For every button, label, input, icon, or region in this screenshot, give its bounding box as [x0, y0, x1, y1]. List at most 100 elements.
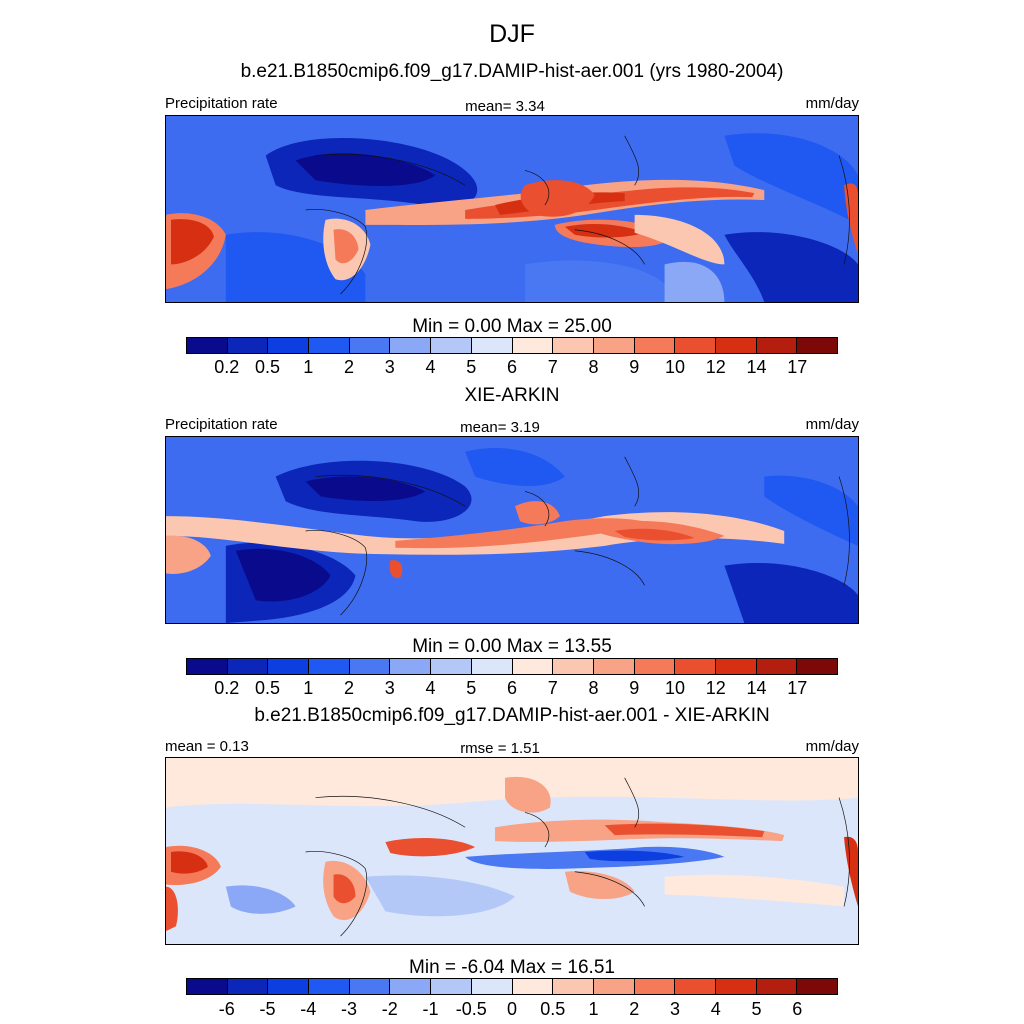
colorbar-tick-label: 1: [588, 999, 599, 1019]
colorbar-swatch: [756, 979, 798, 994]
colorbar-tick-label: 9: [629, 678, 640, 698]
colorbar-swatch: [349, 979, 391, 994]
panel-3-map: [165, 757, 859, 945]
colorbar-tick-label: 10: [664, 357, 686, 377]
colorbar-swatch: [756, 659, 798, 674]
colorbar-tick-label: 1: [303, 357, 314, 377]
colorbar-tick-label: 2: [343, 357, 355, 377]
colorbar-swatch: [715, 659, 757, 674]
colorbar-swatch: [593, 659, 635, 674]
colorbar-tick-label: 17: [787, 357, 808, 377]
colorbar-tick-label: 4: [710, 999, 721, 1019]
colorbar-tick-label: -6: [218, 999, 235, 1019]
colorbar-swatch: [390, 659, 432, 674]
panel-1-colorbar: [186, 337, 838, 354]
panel-3-title: b.e21.B1850cmip6.f09_g17.DAMIP-hist-aer.…: [254, 705, 770, 726]
colorbar-tick-label: 5: [751, 999, 762, 1019]
colorbar-tick-label: -0.5: [455, 999, 487, 1019]
colorbar-swatch: [309, 659, 350, 674]
colorbar-tick-label: 3: [384, 678, 395, 698]
panel-3-colorbar: [186, 978, 838, 995]
colorbar-swatch: [227, 338, 269, 353]
colorbar-tick-label: 10: [664, 678, 686, 698]
colorbar-tick-label: 14: [746, 357, 767, 377]
colorbar-swatch: [634, 659, 676, 674]
colorbar-swatch: [797, 659, 837, 674]
colorbar-swatch: [715, 979, 757, 994]
colorbar-tick-label: 7: [547, 678, 558, 698]
colorbar-swatch: [715, 338, 757, 353]
panel-2-map: [165, 436, 859, 624]
colorbar-swatch: [675, 979, 716, 994]
panel-2-minmax: Min = 0.00 Max = 13.55: [412, 636, 612, 657]
colorbar-swatch: [431, 338, 472, 353]
colorbar-swatch: [553, 338, 594, 353]
colorbar-tick-label: 0.5: [540, 999, 566, 1019]
colorbar-swatch: [593, 338, 635, 353]
colorbar-swatch: [512, 979, 554, 994]
panel-2-colorbar: [186, 658, 838, 675]
colorbar-swatch: [349, 338, 391, 353]
colorbar-tick-label: 12: [705, 678, 726, 698]
colorbar-tick-label: 3: [384, 357, 395, 377]
colorbar-tick-label: -4: [300, 999, 317, 1019]
panel-3-minmax: Min = -6.04 Max = 16.51: [409, 957, 615, 978]
colorbar-tick-label: 17: [787, 678, 808, 698]
panel-1-left-label: Precipitation rate: [165, 95, 278, 112]
colorbar-swatch: [634, 979, 676, 994]
colorbar-swatch: [187, 979, 228, 994]
colorbar-swatch: [187, 659, 228, 674]
panel-2-mean-label: mean= 3.19: [460, 419, 540, 436]
colorbar-tick-label: 6: [506, 357, 518, 377]
panel-1-title: b.e21.B1850cmip6.f09_g17.DAMIP-hist-aer.…: [240, 61, 784, 82]
colorbar-tick-label: 8: [588, 678, 599, 698]
colorbar-swatch: [756, 338, 798, 353]
panel-1-mean-label: mean= 3.34: [465, 98, 545, 115]
colorbar-swatch: [512, 338, 554, 353]
colorbar-tick-label: 1: [303, 678, 314, 698]
colorbar-tick-label: 6: [506, 678, 518, 698]
colorbar-tick-label: 5: [466, 678, 477, 698]
colorbar-tick-label: 0.2: [214, 678, 240, 698]
panel-3-units-label: mm/day: [805, 738, 859, 755]
panel-1-units-label: mm/day: [805, 95, 859, 112]
colorbar-swatch: [553, 979, 594, 994]
colorbar-swatch: [349, 659, 391, 674]
colorbar-swatch: [471, 338, 513, 353]
colorbar-tick-label: 4: [425, 357, 436, 377]
colorbar-swatch: [390, 338, 432, 353]
panel-1-contour-plot: [166, 116, 858, 302]
panel-2-contour-plot: [166, 437, 858, 623]
colorbar-tick-label: 14: [746, 678, 767, 698]
colorbar-tick-label: 3: [669, 999, 681, 1019]
colorbar-swatch: [797, 338, 837, 353]
colorbar-swatch: [553, 659, 594, 674]
colorbar-tick-label: 0.5: [254, 678, 281, 698]
colorbar-swatch: [431, 659, 472, 674]
colorbar-swatch: [268, 338, 310, 353]
colorbar-tick-label: -1: [422, 999, 439, 1019]
colorbar-tick-label: 0: [506, 999, 518, 1019]
panel-2-units-label: mm/day: [805, 416, 859, 433]
colorbar-swatch: [390, 979, 432, 994]
colorbar-swatch: [187, 338, 228, 353]
colorbar-swatch: [268, 659, 310, 674]
colorbar-swatch: [227, 659, 269, 674]
colorbar-swatch: [512, 659, 554, 674]
panel-3-contour-plot: [166, 758, 858, 944]
colorbar-tick-label: 9: [629, 357, 640, 377]
colorbar-swatch: [309, 979, 350, 994]
colorbar-swatch: [634, 338, 676, 353]
colorbar-swatch: [431, 979, 472, 994]
colorbar-tick-label: 6: [792, 999, 803, 1019]
colorbar-swatch: [309, 338, 350, 353]
colorbar-tick-label: 0.5: [254, 357, 281, 377]
panel-2-title: XIE-ARKIN: [464, 385, 560, 406]
colorbar-tick-label: -5: [259, 999, 276, 1019]
colorbar-tick-label: 7: [547, 357, 558, 377]
colorbar-swatch: [268, 979, 310, 994]
panel-3-rmse-label: rmse = 1.51: [460, 740, 540, 757]
colorbar-swatch: [471, 979, 513, 994]
panel-2-left-label: Precipitation rate: [165, 416, 278, 433]
colorbar-tick-label: 0.2: [214, 357, 240, 377]
